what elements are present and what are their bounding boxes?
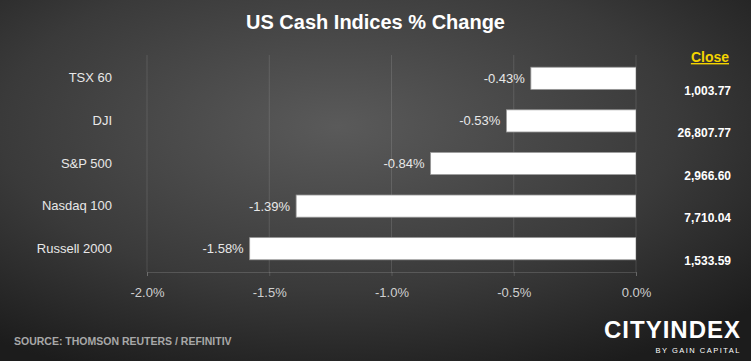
x-tick: -2.0% [131,272,165,300]
data-label: -0.43% [484,71,526,86]
x-tick: -0.5% [497,272,531,300]
y-tick: DJI [93,113,119,128]
x-tick-label: -1.0% [375,285,409,300]
x-tick-label: -0.5% [497,285,531,300]
x-axis-line [148,273,637,277]
bars [250,67,636,260]
data-labels: -0.43% -0.53% -0.84% -1.39% -1.58% [202,71,525,256]
category-label: TSX 60 [69,70,112,85]
data-label: -0.53% [459,113,501,128]
y-tick: Russell 2000 [37,241,118,256]
bar [431,152,636,174]
bar [250,238,636,260]
bar [296,195,636,217]
close-values: 1,003.77 26,807.77 2,966.60 7,710.04 1,533.5… [678,84,732,268]
x-tick: 0.0% [622,272,652,300]
source: SOURCE: THOMSON REUTERS / REFINITIV [14,335,232,347]
category-label: Russell 2000 [37,241,112,256]
close-value: 1,533.59 [684,254,731,268]
grid [147,55,636,272]
data-label: -0.84% [383,156,425,171]
y-tick: TSX 60 [69,70,118,85]
x-tick-label: 0.0% [622,285,652,300]
title: US Cash Indices % Change [246,11,505,33]
logo-subtitle: BY GAIN CAPITAL [655,346,741,355]
x-tick-mark [269,272,270,276]
x-axis: -2.0% -1.5% -1.0% -0.5% 0.0% [131,272,652,300]
close-value: 1,003.77 [684,84,731,98]
close-value: 2,966.60 [684,169,731,183]
close-value: 7,710.04 [684,211,731,225]
y-tick: Nasdaq 100 [42,198,118,213]
data-label: -1.58% [202,241,244,256]
x-tick-label: -1.5% [253,285,287,300]
y-tick: S&P 500 [61,156,118,171]
logo: CITYINDEX [604,316,741,343]
close-header: Close [691,49,729,65]
x-tick: -1.5% [253,272,287,300]
x-tick-label: -2.0% [131,285,165,300]
data-label: -1.39% [249,199,291,214]
x-tick: -1.0% [375,272,409,300]
x-tick-mark [636,272,637,276]
chart: US Cash Indices % Change-2.0%-1.5%-1.0%-… [0,0,751,361]
close-value: 26,807.77 [678,126,732,140]
grid-line [147,55,148,272]
x-tick-mark [514,272,515,276]
category-label: DJI [93,113,113,128]
bar [506,110,636,132]
category-label: Nasdaq 100 [42,198,112,213]
category-label: S&P 500 [61,156,112,171]
background [0,0,751,361]
x-tick-mark [147,272,148,276]
y-axis: TSX 60 DJI S&P 500 Nasdaq 100 Russell 2000 [37,70,118,255]
bar [531,67,636,89]
x-tick-mark [392,272,393,276]
